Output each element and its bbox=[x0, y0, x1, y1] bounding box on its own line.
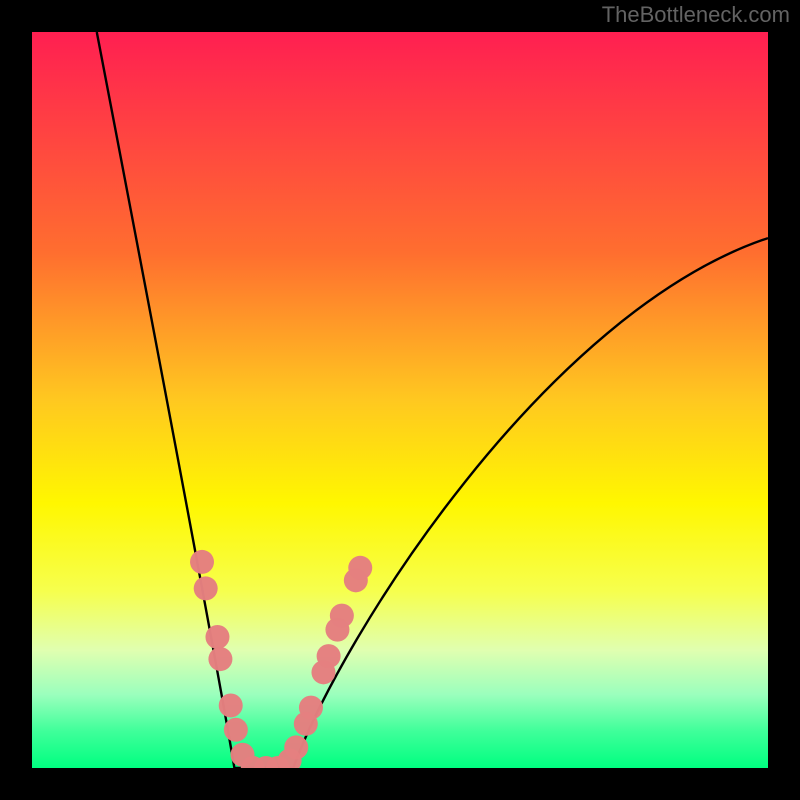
marker-dot bbox=[317, 644, 341, 668]
chart-container: TheBottleneck.com bbox=[0, 0, 800, 800]
marker-dot bbox=[219, 693, 243, 717]
marker-dot bbox=[224, 718, 248, 742]
chart-svg bbox=[32, 32, 768, 768]
marker-dot bbox=[284, 735, 308, 759]
marker-dot bbox=[299, 696, 323, 720]
marker-dot bbox=[194, 576, 218, 600]
marker-dot bbox=[205, 625, 229, 649]
marker-dot bbox=[208, 647, 232, 671]
watermark-text: TheBottleneck.com bbox=[602, 2, 790, 28]
chart-background bbox=[32, 32, 768, 768]
marker-dot bbox=[348, 556, 372, 580]
marker-dot bbox=[190, 550, 214, 574]
marker-dot bbox=[330, 604, 354, 628]
plot-area bbox=[32, 32, 768, 768]
